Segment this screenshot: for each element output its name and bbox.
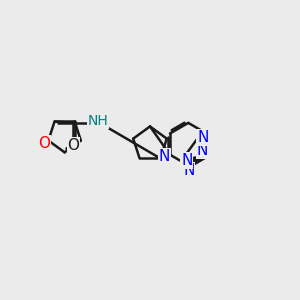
Text: N: N — [196, 143, 208, 158]
Text: N: N — [183, 163, 195, 178]
Text: NH: NH — [88, 114, 109, 128]
Text: O: O — [68, 138, 80, 153]
Text: N: N — [159, 149, 170, 164]
Text: N: N — [197, 130, 208, 145]
Text: N: N — [181, 153, 192, 168]
Text: O: O — [38, 136, 50, 151]
